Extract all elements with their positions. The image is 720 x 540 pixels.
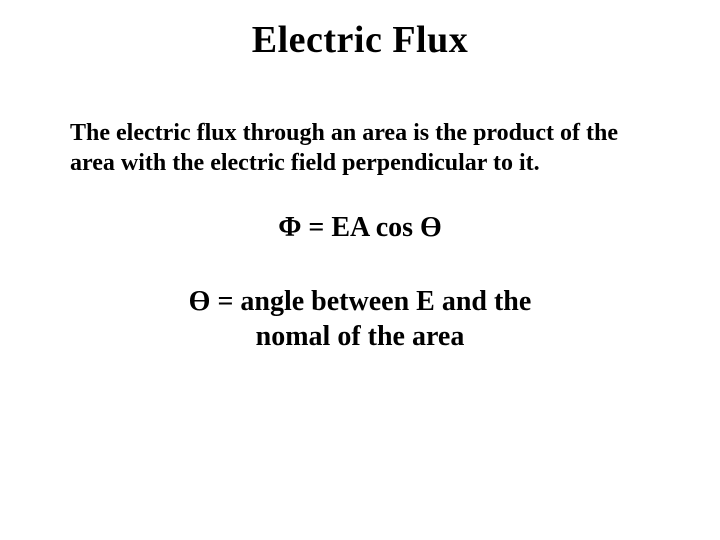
explain-line-2: nomal of the area bbox=[256, 321, 465, 352]
slide: Electric Flux The electric flux through … bbox=[0, 0, 720, 540]
intro-paragraph: The electric flux through an area is the… bbox=[70, 118, 650, 178]
theta-explanation: ϴ = angle between E and the nomal of the… bbox=[0, 284, 720, 354]
explain-line-1: ϴ = angle between E and the bbox=[189, 286, 532, 317]
flux-equation: Φ = EA cos ϴ bbox=[0, 212, 720, 244]
slide-title: Electric Flux bbox=[0, 18, 720, 62]
